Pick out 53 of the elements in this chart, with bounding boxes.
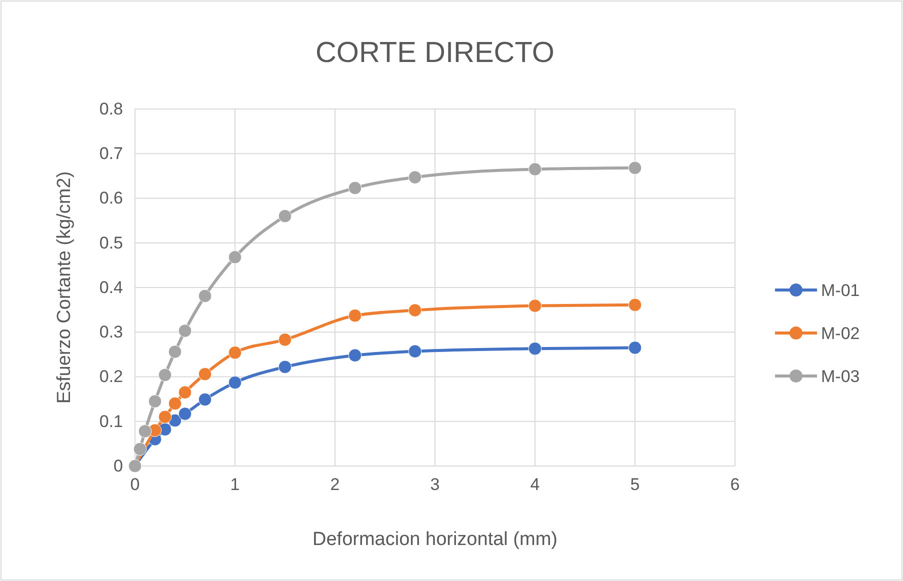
y-tick-label: 0.2: [99, 367, 123, 386]
point: [628, 341, 642, 354]
point: [228, 346, 242, 360]
point: [408, 344, 422, 358]
x-tick-label: 3: [430, 475, 440, 494]
point: [168, 396, 182, 410]
y-tick-label: 0: [114, 456, 123, 476]
y-axis-title: Esfuerzo Cortante (kg/cm2): [54, 171, 75, 404]
y-tick-label: 0.5: [99, 233, 123, 252]
y-tick-label: 0.7: [99, 144, 123, 164]
point: [628, 161, 642, 175]
y-tick-label: 0.4: [99, 278, 123, 297]
legend-label: M-02: [821, 324, 860, 343]
y-tick-label: 0.1: [99, 412, 123, 431]
point: [158, 368, 172, 382]
point: [348, 181, 362, 195]
point: [528, 162, 542, 176]
legend-label: M-03: [821, 366, 860, 386]
x-tick-label: 6: [730, 475, 740, 494]
point: [158, 410, 172, 424]
x-tick-label: 5: [630, 475, 640, 494]
point: [178, 407, 192, 420]
x-axis-title: Deformacion horizontal (mm): [312, 529, 558, 550]
point: [628, 298, 642, 312]
y-tick-label: 0.6: [99, 188, 123, 208]
point: [348, 308, 362, 322]
y-tick-label: 0.8: [99, 99, 123, 118]
point: [198, 392, 212, 406]
point: [278, 209, 292, 223]
x-tick-label: 0: [130, 475, 140, 494]
point: [228, 376, 242, 390]
point: [138, 424, 152, 438]
point: [148, 394, 162, 408]
legend-label: M-01: [821, 280, 860, 300]
point: [278, 360, 292, 374]
point: [198, 367, 212, 381]
y-tick-label: 0.3: [99, 322, 123, 342]
point: [408, 170, 422, 184]
point: [133, 442, 147, 456]
point: [178, 324, 192, 338]
point: [168, 345, 182, 358]
point: [348, 348, 362, 362]
point: [408, 304, 422, 317]
x-tick-label: 4: [530, 475, 540, 494]
chart-title: CORTE DIRECTO: [315, 37, 555, 69]
point: [198, 289, 212, 303]
point: [228, 250, 242, 264]
x-tick-label: 2: [330, 475, 340, 494]
x-tick-label: 1: [230, 475, 240, 494]
point: [278, 333, 292, 346]
point: [528, 299, 542, 312]
point: [178, 386, 192, 400]
point: [528, 342, 542, 356]
